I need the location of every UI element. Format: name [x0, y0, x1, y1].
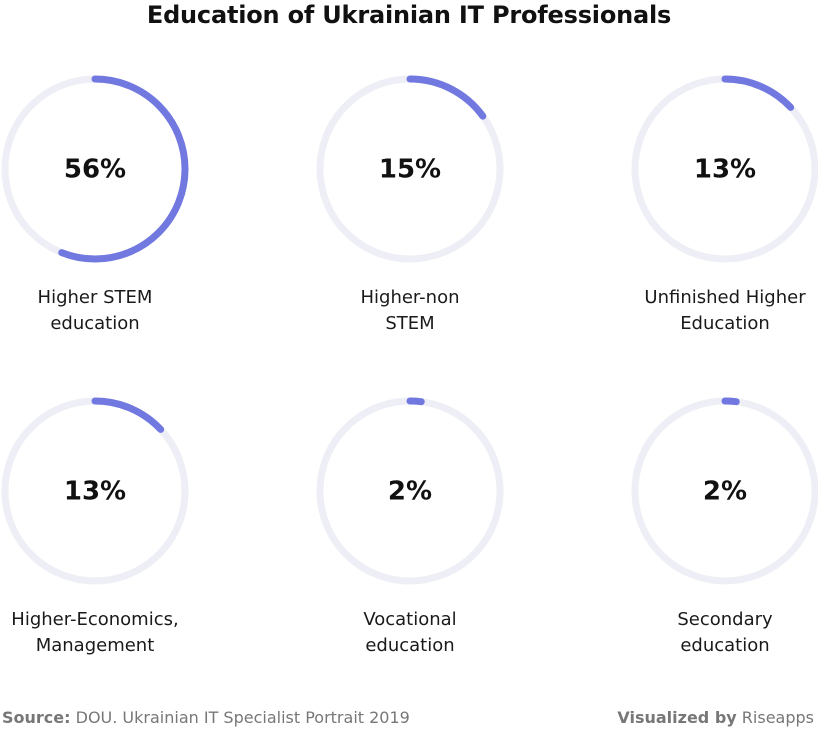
donut-percent-label: 56%	[64, 155, 126, 185]
donut-value-arc	[631, 75, 818, 263]
donut-category-label: Higher-Economics, Management	[11, 609, 179, 656]
donut-category-label: Higher-non STEM	[360, 287, 460, 334]
donut-unfinished-higher: 13% Unfinished Higher Education	[625, 73, 818, 337]
chart-title: Education of Ukrainian IT Professionals	[146, 1, 672, 29]
credit-label: Visualized by	[617, 708, 737, 727]
donut-percent-label: 2%	[703, 477, 747, 507]
donut-value-arc	[631, 397, 818, 585]
donut-svg: 2%	[631, 397, 818, 585]
donut-category-label: Higher STEM education	[37, 287, 153, 334]
donut-percent-label: 13%	[694, 155, 756, 185]
donut-category-label: Unfinished Higher Education	[644, 287, 806, 334]
source-label: Source:	[2, 708, 71, 727]
donut-svg: 13%	[1, 397, 189, 585]
source-note: Source: DOU. Ukrainian IT Specialist Por…	[2, 707, 410, 729]
donut-value-arc	[1, 75, 189, 263]
donut-value-arc	[1, 397, 189, 585]
donut-value-arc	[316, 397, 504, 585]
donut-higher-non-stem: 15% Higher-non STEM	[310, 73, 510, 337]
source-text: DOU. Ukrainian IT Specialist Portrait 20…	[75, 708, 410, 727]
donut-svg: 13%	[631, 75, 818, 263]
donut-vocational: 2% Vocational education	[310, 395, 510, 659]
credit-text: Riseapps	[741, 708, 814, 727]
credit-note: Visualized by Riseapps	[617, 707, 814, 729]
donut-higher-economics: 13% Higher-Economics, Management	[0, 395, 195, 659]
donut-secondary: 2% Secondary education	[625, 395, 818, 659]
donut-percent-label: 15%	[379, 155, 441, 185]
donut-svg: 2%	[316, 397, 504, 585]
donut-value-arc	[316, 75, 504, 263]
donut-svg: 56%	[1, 75, 189, 263]
donut-category-label: Vocational education	[363, 609, 457, 656]
donut-percent-label: 2%	[388, 477, 432, 507]
donut-svg: 15%	[316, 75, 504, 263]
donut-higher-stem: 56% Higher STEM education	[0, 73, 195, 337]
donut-category-label: Secondary education	[677, 609, 773, 656]
donut-percent-label: 13%	[64, 477, 126, 507]
